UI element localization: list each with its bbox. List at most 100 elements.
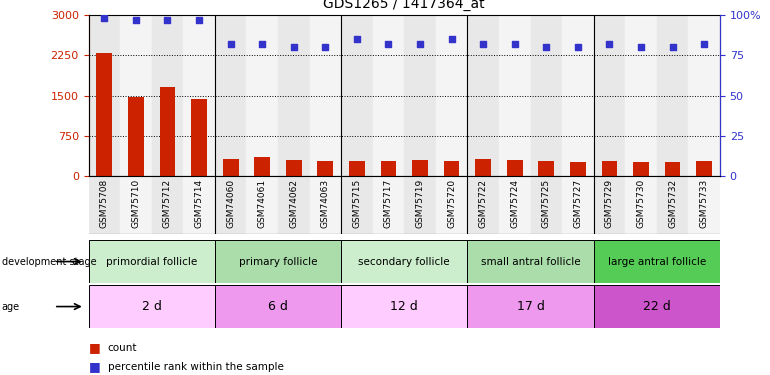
Point — [509, 41, 521, 47]
Bar — [467, 15, 499, 176]
Bar — [286, 160, 302, 176]
Bar — [159, 87, 176, 176]
Bar — [594, 15, 625, 176]
Bar — [89, 15, 120, 176]
Text: count: count — [108, 343, 137, 353]
Text: GSM75729: GSM75729 — [605, 179, 614, 228]
Text: GSM75715: GSM75715 — [353, 179, 361, 228]
Point — [446, 36, 458, 42]
Bar — [341, 176, 373, 234]
Point — [414, 41, 427, 47]
Bar — [215, 15, 246, 176]
Text: GSM75719: GSM75719 — [416, 179, 424, 228]
Bar — [152, 176, 183, 234]
Bar — [246, 176, 278, 234]
Point — [383, 41, 395, 47]
Bar — [341, 15, 373, 176]
Text: GSM75725: GSM75725 — [542, 179, 551, 228]
Text: GSM75712: GSM75712 — [163, 179, 172, 228]
Point — [541, 44, 553, 50]
Point — [604, 41, 616, 47]
Bar — [89, 176, 120, 234]
Text: GSM75732: GSM75732 — [668, 179, 677, 228]
Bar — [404, 15, 436, 176]
Text: GSM75720: GSM75720 — [447, 179, 456, 228]
Bar — [531, 176, 562, 234]
Text: GSM74062: GSM74062 — [290, 179, 298, 228]
Text: 12 d: 12 d — [390, 300, 418, 313]
Bar — [688, 15, 720, 176]
Text: 6 d: 6 d — [268, 300, 288, 313]
Bar — [246, 15, 278, 176]
Bar — [191, 99, 207, 176]
Bar — [562, 176, 594, 234]
Bar — [215, 285, 341, 328]
Text: 22 d: 22 d — [643, 300, 671, 313]
Bar — [475, 159, 491, 176]
Bar — [499, 15, 531, 176]
Bar — [120, 15, 152, 176]
Bar — [436, 176, 467, 234]
Bar — [467, 176, 499, 234]
Text: GSM75717: GSM75717 — [384, 179, 393, 228]
Bar — [278, 15, 310, 176]
Bar — [696, 161, 712, 176]
Text: large antral follicle: large antral follicle — [608, 256, 706, 267]
Text: GSM75722: GSM75722 — [479, 179, 487, 228]
Text: GSM75708: GSM75708 — [100, 179, 109, 228]
Bar — [120, 176, 152, 234]
Bar — [215, 240, 341, 283]
Bar — [223, 159, 239, 176]
Bar — [444, 160, 460, 176]
Bar — [183, 176, 215, 234]
Point — [256, 41, 269, 47]
Point — [192, 17, 205, 23]
Text: GSM75730: GSM75730 — [637, 179, 645, 228]
Text: GSM74063: GSM74063 — [321, 179, 330, 228]
Point — [225, 41, 237, 47]
Bar — [538, 161, 554, 176]
Text: GSM75710: GSM75710 — [132, 179, 140, 228]
Bar — [436, 15, 467, 176]
Text: ■: ■ — [89, 360, 100, 373]
Bar — [665, 162, 681, 176]
Point — [351, 36, 363, 42]
Point — [667, 44, 679, 50]
Text: ■: ■ — [89, 342, 100, 354]
Point — [320, 44, 332, 50]
Point — [130, 17, 142, 23]
Point — [99, 15, 111, 21]
Bar — [89, 285, 215, 328]
Bar — [317, 160, 333, 176]
Bar — [531, 15, 562, 176]
Text: primary follicle: primary follicle — [239, 256, 317, 267]
Bar — [688, 176, 720, 234]
Bar — [657, 15, 688, 176]
Bar — [657, 176, 688, 234]
Bar — [373, 176, 404, 234]
Point — [477, 41, 490, 47]
Text: age: age — [2, 302, 20, 312]
Bar — [594, 240, 720, 283]
Bar — [625, 176, 657, 234]
Text: development stage: development stage — [2, 256, 96, 267]
Point — [698, 41, 711, 47]
Bar — [254, 158, 270, 176]
Bar — [380, 160, 397, 176]
Bar — [594, 285, 720, 328]
Text: GSM75733: GSM75733 — [700, 179, 708, 228]
Bar — [373, 15, 404, 176]
Point — [288, 44, 300, 50]
Bar — [594, 176, 625, 234]
Text: GSM74060: GSM74060 — [226, 179, 235, 228]
Text: GSM74061: GSM74061 — [258, 179, 266, 228]
Bar — [349, 161, 365, 176]
Bar — [310, 15, 341, 176]
Bar — [507, 160, 523, 176]
Point — [572, 44, 584, 50]
Title: GDS1265 / 1417364_at: GDS1265 / 1417364_at — [323, 0, 485, 11]
Bar — [467, 285, 594, 328]
Bar — [570, 162, 586, 176]
Point — [635, 44, 648, 50]
Bar — [278, 176, 310, 234]
